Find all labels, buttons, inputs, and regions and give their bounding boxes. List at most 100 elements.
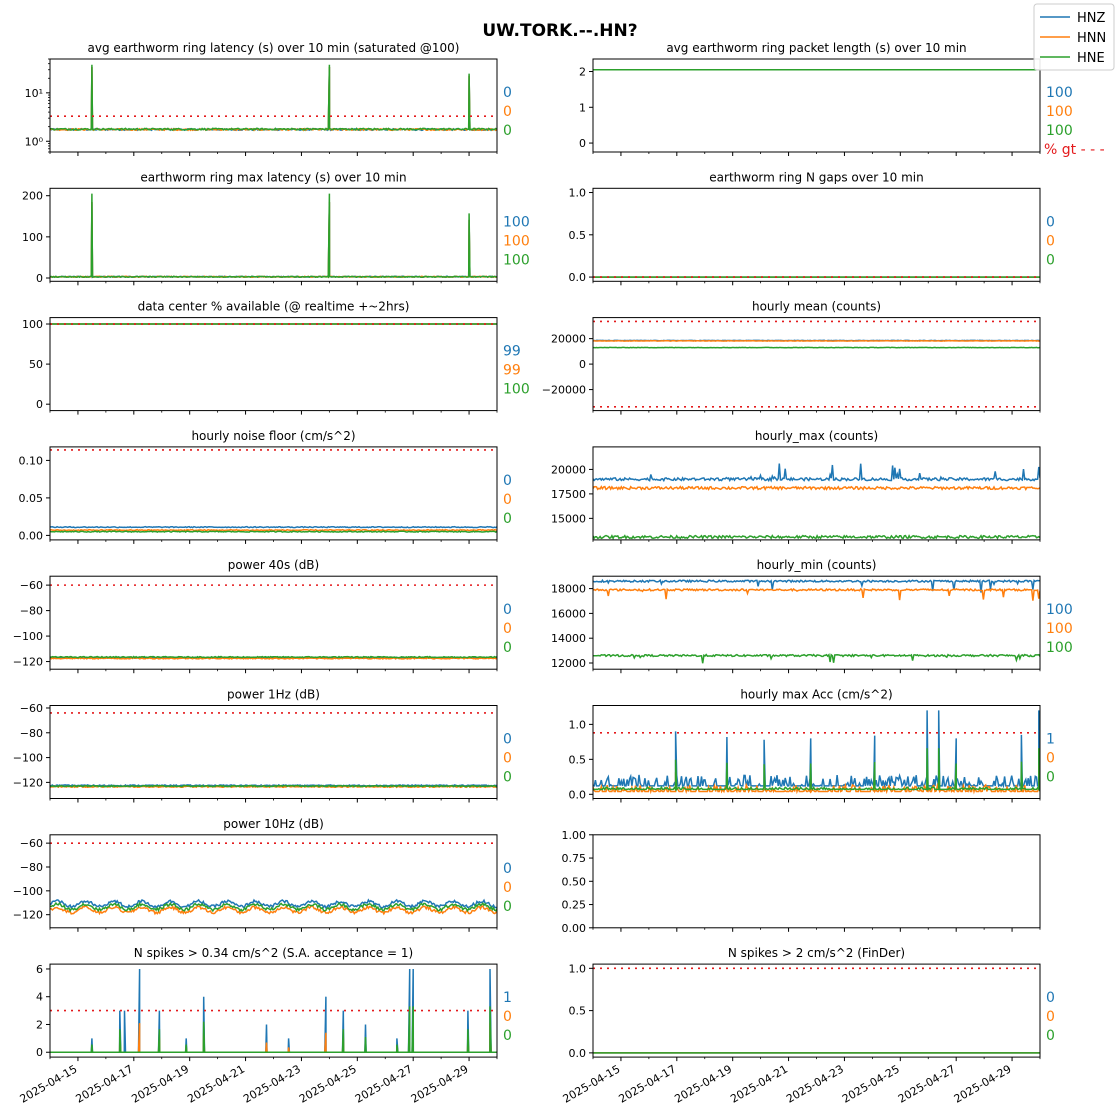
pct-label-hne: 100 (503, 252, 530, 268)
subplot-title: avg earthworm ring packet length (s) ove… (666, 41, 966, 55)
axes-frame (49, 317, 498, 412)
legend-label-hnn: HNN (1077, 31, 1106, 46)
y-tick-label: 20000 (551, 463, 586, 476)
subplot-p15: N spikes > 0.34 cm/s^2 (S.A. acceptance … (18, 946, 512, 1106)
subplot-title: avg earthworm ring latency (s) over 10 m… (88, 41, 460, 55)
y-tick-label: 0.75 (562, 852, 587, 865)
y-tick-label: 200 (22, 190, 43, 203)
subplot-grid: avg earthworm ring latency (s) over 10 m… (13, 41, 1105, 1106)
pct-label-hnn: 0 (503, 880, 512, 896)
y-tick-label: 0 (36, 272, 43, 285)
series-line-hne (50, 901, 497, 913)
pct-label-hnn: 99 (503, 363, 521, 379)
y-tick-label: 10¹ (25, 87, 43, 100)
pct-label-hne: 0 (1046, 770, 1055, 786)
pct-label-hnz: 0 (503, 473, 512, 489)
y-tick-label: 0.50 (562, 875, 587, 888)
y-tick-label: 1.0 (569, 962, 587, 975)
series-line-hnn (593, 485, 1040, 491)
y-tick-label: 0.25 (562, 899, 587, 912)
y-tick-label: −80 (20, 605, 43, 618)
pct-label-hnn: 100 (503, 233, 530, 249)
pct-label-hnz: 100 (1046, 602, 1073, 618)
series-line-hnn (50, 656, 497, 660)
pct-label-hnz: 0 (1046, 990, 1055, 1006)
y-tick-label: −100 (13, 885, 43, 898)
y-tick-label: −120 (13, 776, 43, 789)
series-line-hnz (50, 202, 497, 279)
y-tick-label: 1 (579, 101, 586, 114)
series-line-hnz (50, 898, 497, 910)
pct-label-hne: 0 (503, 123, 512, 139)
subplot-title: earthworm ring max latency (s) over 10 m… (140, 170, 406, 184)
pct-label-hnn: 100 (1046, 104, 1073, 120)
subplot-p16: N spikes > 2 cm/s^2 (FinDer) 0.0 0.5 1.0 202… (561, 946, 1055, 1106)
y-tick-label: 12000 (551, 657, 586, 670)
subplot-p3: earthworm ring max latency (s) over 10 m… (22, 170, 530, 286)
series-line-hne (50, 784, 497, 788)
x-tick-label: 2025-04-19 (129, 1062, 191, 1105)
pct-label-hne: 0 (1046, 1028, 1055, 1044)
x-tick-label: 2025-04-15 (561, 1062, 623, 1105)
y-tick-label: 0 (579, 358, 586, 371)
legend-label-hne: HNE (1077, 51, 1105, 66)
subplot-p12: hourly max Acc (cm/s^2) 0.0 0.5 1.0 1 0 0 (569, 688, 1055, 803)
pct-label-hnz: 0 (503, 85, 512, 101)
pct-label-hnz: 100 (1046, 85, 1073, 101)
pct-label-hne: 0 (503, 770, 512, 786)
y-tick-label: −100 (13, 752, 43, 765)
x-tick-label: 2025-04-19 (672, 1062, 734, 1105)
subplot-p8: hourly_max (counts) 15000 17500 20000 (551, 429, 1041, 544)
y-tick-label: 0.0 (569, 1047, 587, 1060)
y-tick-label: 0.05 (19, 492, 44, 505)
pct-label-hnn: 0 (1046, 1009, 1055, 1025)
series-line-hnn (50, 528, 497, 532)
y-tick-label: −60 (20, 837, 43, 850)
series-line-hne (50, 64, 497, 132)
y-tick-label: 50 (29, 358, 43, 371)
y-tick-label: −20000 (542, 384, 586, 397)
subplot-title: power 1Hz (dB) (227, 688, 320, 702)
pct-label-hne: 100 (1046, 123, 1073, 139)
y-tick-label: −120 (13, 656, 43, 669)
y-tick-label: 0.5 (569, 753, 587, 766)
y-tick-label: 1.00 (562, 829, 587, 842)
y-tick-label: 0.10 (19, 454, 44, 467)
pct-label-hne: 100 (1046, 640, 1073, 656)
subplot-p14: 0.00 0.25 0.50 0.75 1.00 (562, 829, 1041, 935)
subplot-title: N spikes > 0.34 cm/s^2 (S.A. acceptance … (134, 946, 413, 960)
x-tick-label: 2025-04-25 (297, 1062, 359, 1105)
pct-label-hnz: 100 (503, 214, 530, 230)
axes-frame (592, 834, 1041, 929)
pct-label-hnn: 0 (503, 104, 512, 120)
subplot-p6: hourly mean (counts) −20000 0 20000 (542, 300, 1041, 415)
axes-frame (49, 446, 498, 541)
pct-label-hne: 0 (503, 1028, 512, 1044)
subplot-title: hourly mean (counts) (752, 300, 881, 314)
x-tick-label: 2025-04-25 (840, 1062, 902, 1105)
pct-gt-note: % gt - - - (1044, 142, 1105, 158)
legend-box (1033, 3, 1115, 71)
subplot-p10: hourly_min (counts) 12000 14000 16000 18000 1… (551, 558, 1073, 674)
y-tick-label: 10⁰ (25, 135, 44, 148)
series-line-hnz (593, 463, 1040, 483)
axes-frame (592, 187, 1041, 282)
y-tick-label: 4 (36, 991, 43, 1004)
series-line-hnn (593, 587, 1040, 601)
series-line-hne (50, 530, 497, 534)
subplot-p1: avg earthworm ring latency (s) over 10 m… (25, 41, 512, 156)
y-tick-label: 0.5 (569, 229, 587, 242)
subplot-title: hourly max Acc (cm/s^2) (740, 688, 892, 702)
x-tick-label: 2025-04-23 (784, 1062, 846, 1105)
pct-label-hnz: 0 (503, 602, 512, 618)
subplot-title: power 10Hz (dB) (223, 817, 324, 831)
x-tick-label: 2025-04-23 (241, 1062, 303, 1105)
series-line-hne (593, 534, 1040, 540)
pct-label-hnz: 1 (503, 990, 512, 1006)
x-tick-label: 2025-04-21 (728, 1062, 790, 1105)
legend: HNZ HNN HNE (1033, 3, 1115, 71)
subplot-title: hourly_max (counts) (755, 429, 878, 443)
y-tick-label: 100 (22, 231, 43, 244)
axes-frame (592, 58, 1041, 153)
x-tick-label: 2025-04-29 (952, 1062, 1014, 1105)
